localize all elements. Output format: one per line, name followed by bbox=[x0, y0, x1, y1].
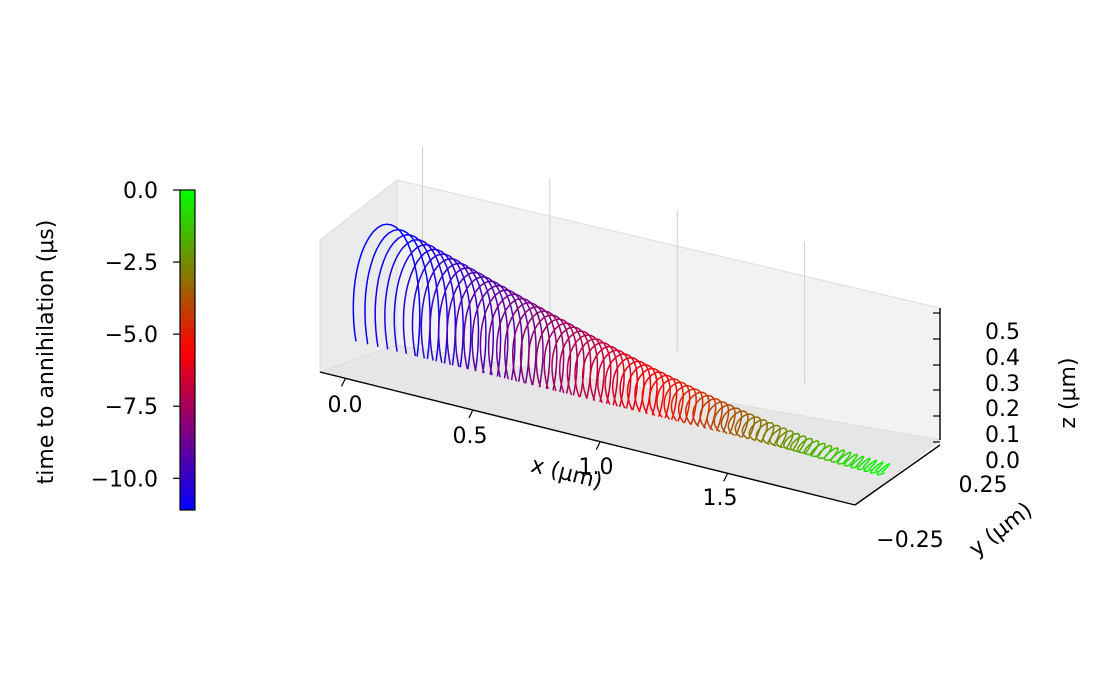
trajectory-loop bbox=[543, 322, 585, 398]
trajectory-loop bbox=[634, 367, 665, 417]
trajectory-loop bbox=[626, 364, 658, 416]
trajectory-loop bbox=[611, 356, 645, 412]
trajectory-loop bbox=[619, 360, 652, 414]
x-ticks: 0.0 0.5 1.0 1.5 bbox=[328, 378, 738, 511]
trajectory-loop bbox=[352, 223, 421, 357]
trajectory-loop bbox=[411, 253, 472, 370]
trajectory-loop bbox=[364, 228, 431, 360]
trajectory-loop bbox=[641, 371, 671, 419]
x-axis-line bbox=[319, 371, 856, 506]
trajectory-loop bbox=[527, 314, 572, 394]
trajectory-loop bbox=[830, 449, 846, 463]
x-tick bbox=[723, 473, 729, 482]
trajectory bbox=[352, 223, 891, 476]
x-tick-label: 1.5 bbox=[703, 486, 738, 511]
trajectory-loop bbox=[519, 310, 565, 393]
trajectory-loop bbox=[741, 416, 762, 441]
trajectory-loop bbox=[837, 451, 852, 465]
trajectory-loop bbox=[870, 461, 884, 474]
trajectory-loop bbox=[471, 284, 523, 382]
trajectory-loop bbox=[574, 338, 612, 404]
gridlines bbox=[421, 146, 806, 384]
trajectory-loop bbox=[487, 293, 537, 386]
trajectory-loop bbox=[479, 289, 530, 384]
x-tick bbox=[340, 378, 347, 387]
trajectory-loop bbox=[762, 424, 781, 446]
z-tick-label: 0.3 bbox=[985, 372, 1020, 397]
z-axis-label: z (μm) bbox=[1056, 357, 1081, 428]
trajectory-loop bbox=[748, 419, 769, 443]
colorbar-tick-label: −7.5 bbox=[105, 395, 158, 420]
left-pane bbox=[319, 178, 398, 373]
z-tick-label: 0.1 bbox=[985, 423, 1020, 448]
axes-3d: 0.00.51.01.5 −0.250.25 0.00.10.20.30.40.… bbox=[318, 146, 1081, 562]
trajectory-loop bbox=[566, 334, 605, 403]
trajectory-loop bbox=[393, 243, 457, 366]
trajectory-loop bbox=[713, 404, 736, 435]
trajectory-loop bbox=[420, 258, 480, 372]
trajectory-loop bbox=[692, 394, 717, 430]
x-tick-label: 0.0 bbox=[328, 393, 363, 418]
z-tick-label: 0.4 bbox=[985, 346, 1020, 371]
trajectory-loop bbox=[810, 442, 826, 458]
trajectory-loop bbox=[589, 345, 625, 408]
z-tick-label: 0.0 bbox=[985, 449, 1020, 474]
colorbar: 0.0 −2.5 −5.0 −7.5 −10.0 time to annihilatio… bbox=[34, 179, 196, 511]
trajectory-loop bbox=[706, 401, 730, 433]
y-tick-label: −0.25 bbox=[876, 528, 943, 553]
x-tick bbox=[468, 409, 474, 419]
trajectory-loop bbox=[558, 330, 599, 401]
trajectory-loop bbox=[663, 381, 691, 424]
trajectory-loop bbox=[596, 349, 632, 409]
y-ticks: −0.25 0.25 bbox=[876, 473, 1007, 553]
trajectory-loop bbox=[648, 374, 678, 421]
trajectory-loop bbox=[769, 427, 788, 448]
colorbar-tick-label: 0.0 bbox=[123, 179, 158, 204]
trajectory-loop bbox=[429, 262, 487, 374]
x-tick bbox=[595, 441, 601, 450]
z-tick-label: 0.2 bbox=[985, 397, 1020, 422]
colorbar-tick-label: −5.0 bbox=[105, 323, 158, 348]
trajectory-loop bbox=[495, 297, 544, 388]
trajectory-loop bbox=[504, 302, 551, 389]
trajectory-loop bbox=[581, 341, 619, 406]
trajectory-loop bbox=[374, 234, 440, 362]
trajectory-loop bbox=[850, 455, 865, 469]
z-ticks: 0.00.10.20.30.40.5 bbox=[933, 312, 1020, 474]
trajectory-loop bbox=[402, 248, 464, 368]
trajectory-loop bbox=[823, 447, 839, 461]
trajectory-loop bbox=[755, 421, 775, 445]
y-axis-label: y (μm) bbox=[965, 498, 1038, 562]
y-tick-label: 0.25 bbox=[959, 473, 1008, 498]
trajectory-loop bbox=[783, 432, 801, 451]
trajectory-loop bbox=[685, 391, 710, 429]
trajectory-loop bbox=[699, 398, 723, 432]
trajectory-loop bbox=[437, 267, 495, 375]
trajectory-loop bbox=[776, 430, 794, 449]
trajectory-loop bbox=[856, 457, 871, 471]
colorbar-label: time to annihilation (μs) bbox=[34, 220, 59, 485]
colorbar-tick-label: −2.5 bbox=[105, 251, 158, 276]
trajectory-loop bbox=[876, 463, 891, 476]
y-axis-line bbox=[854, 444, 941, 506]
trajectory-loop bbox=[863, 459, 878, 473]
trajectory-loop bbox=[551, 326, 592, 399]
trajectory-loop bbox=[446, 271, 502, 377]
x-tick-label: 1.0 bbox=[579, 455, 614, 480]
trajectory-loop bbox=[384, 239, 448, 364]
trajectory-loop bbox=[512, 306, 558, 391]
trajectory-loop bbox=[677, 388, 704, 427]
trajectory-loop bbox=[656, 378, 684, 422]
colorbar-ticks: 0.0 −2.5 −5.0 −7.5 −10.0 bbox=[91, 179, 180, 492]
trajectory-loop bbox=[816, 444, 833, 459]
colorbar-gradient bbox=[179, 189, 196, 511]
z-tick-label: 0.5 bbox=[985, 320, 1020, 345]
trajectory-loop bbox=[720, 407, 743, 437]
colorbar-tick-label: −10.0 bbox=[91, 467, 158, 492]
x-tick-label: 0.5 bbox=[453, 424, 488, 449]
trajectory-loop bbox=[843, 453, 859, 467]
